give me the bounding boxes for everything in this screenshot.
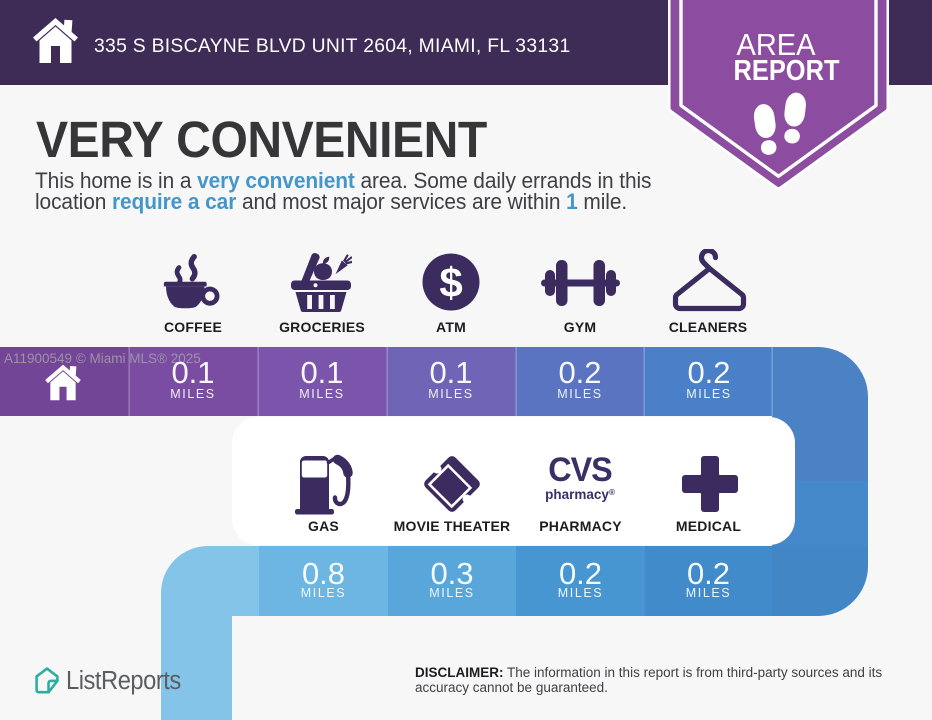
svg-text:$: $ — [439, 259, 462, 306]
svg-text:REPORT: REPORT — [734, 55, 841, 87]
svg-text:AREA: AREA — [737, 27, 816, 62]
